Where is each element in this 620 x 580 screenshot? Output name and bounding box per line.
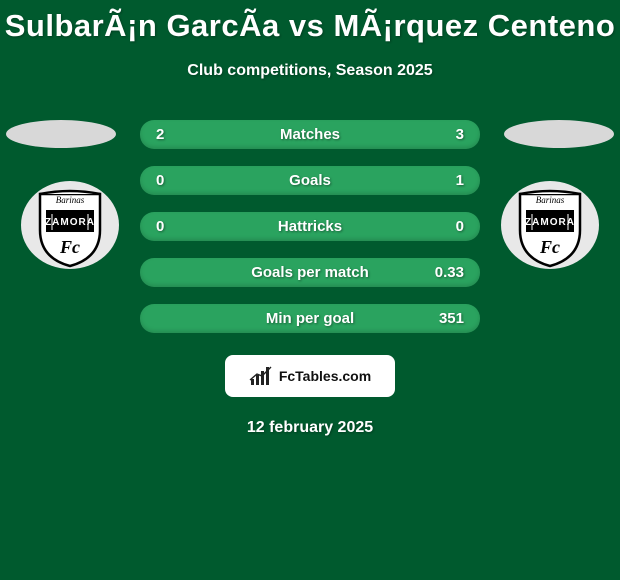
- stat-right-value: 3: [424, 126, 464, 143]
- stat-right-value: 1: [424, 172, 464, 189]
- stat-right-value: 0: [424, 218, 464, 235]
- stat-label: Matches: [280, 126, 340, 143]
- stats-list: 2 Matches 3 0 Goals 1 0 Hattricks 0 Goal…: [140, 120, 480, 333]
- subtitle: Club competitions, Season 2025: [0, 62, 620, 80]
- stat-label: Min per goal: [266, 310, 354, 327]
- stat-right-value: 351: [424, 310, 464, 327]
- stat-label: Hattricks: [278, 218, 342, 235]
- brand-attribution[interactable]: FcTables.com: [225, 355, 395, 397]
- date-label: 12 february 2025: [0, 419, 620, 437]
- bar-chart-icon: [249, 365, 275, 387]
- badge-top-text: Barinas: [56, 195, 85, 205]
- stat-left-value: 0: [156, 218, 196, 235]
- badge-bottom-text: Fc: [539, 237, 560, 257]
- stat-row: Min per goal 351: [140, 304, 480, 333]
- badge-mid-text: ZAMORA: [45, 217, 95, 228]
- player-photo-right: [504, 120, 614, 148]
- comparison-content: Barinas ZAMORA Fc Barinas ZAMORA Fc 2 Ma…: [0, 120, 620, 437]
- stat-left-value: 2: [156, 126, 196, 143]
- stat-row: 0 Goals 1: [140, 166, 480, 195]
- brand-text: FcTables.com: [279, 368, 371, 384]
- player-photo-left: [6, 120, 116, 148]
- stat-left-value: 0: [156, 172, 196, 189]
- badge-top-text: Barinas: [536, 195, 565, 205]
- stat-row: Goals per match 0.33: [140, 258, 480, 287]
- badge-mid-text: ZAMORA: [525, 217, 575, 228]
- stat-label: Goals: [289, 172, 331, 189]
- stat-row: 0 Hattricks 0: [140, 212, 480, 241]
- club-badge-right: Barinas ZAMORA Fc: [500, 180, 600, 270]
- page-title: SulbarÃ¡n GarcÃa vs MÃ¡rquez Centeno: [0, 0, 620, 44]
- shield-icon: Barinas ZAMORA Fc: [20, 180, 120, 270]
- badge-bottom-text: Fc: [59, 237, 80, 257]
- club-badge-left: Barinas ZAMORA Fc: [20, 180, 120, 270]
- stat-row: 2 Matches 3: [140, 120, 480, 149]
- stat-right-value: 0.33: [424, 264, 464, 281]
- shield-icon: Barinas ZAMORA Fc: [500, 180, 600, 270]
- stat-label: Goals per match: [251, 264, 369, 281]
